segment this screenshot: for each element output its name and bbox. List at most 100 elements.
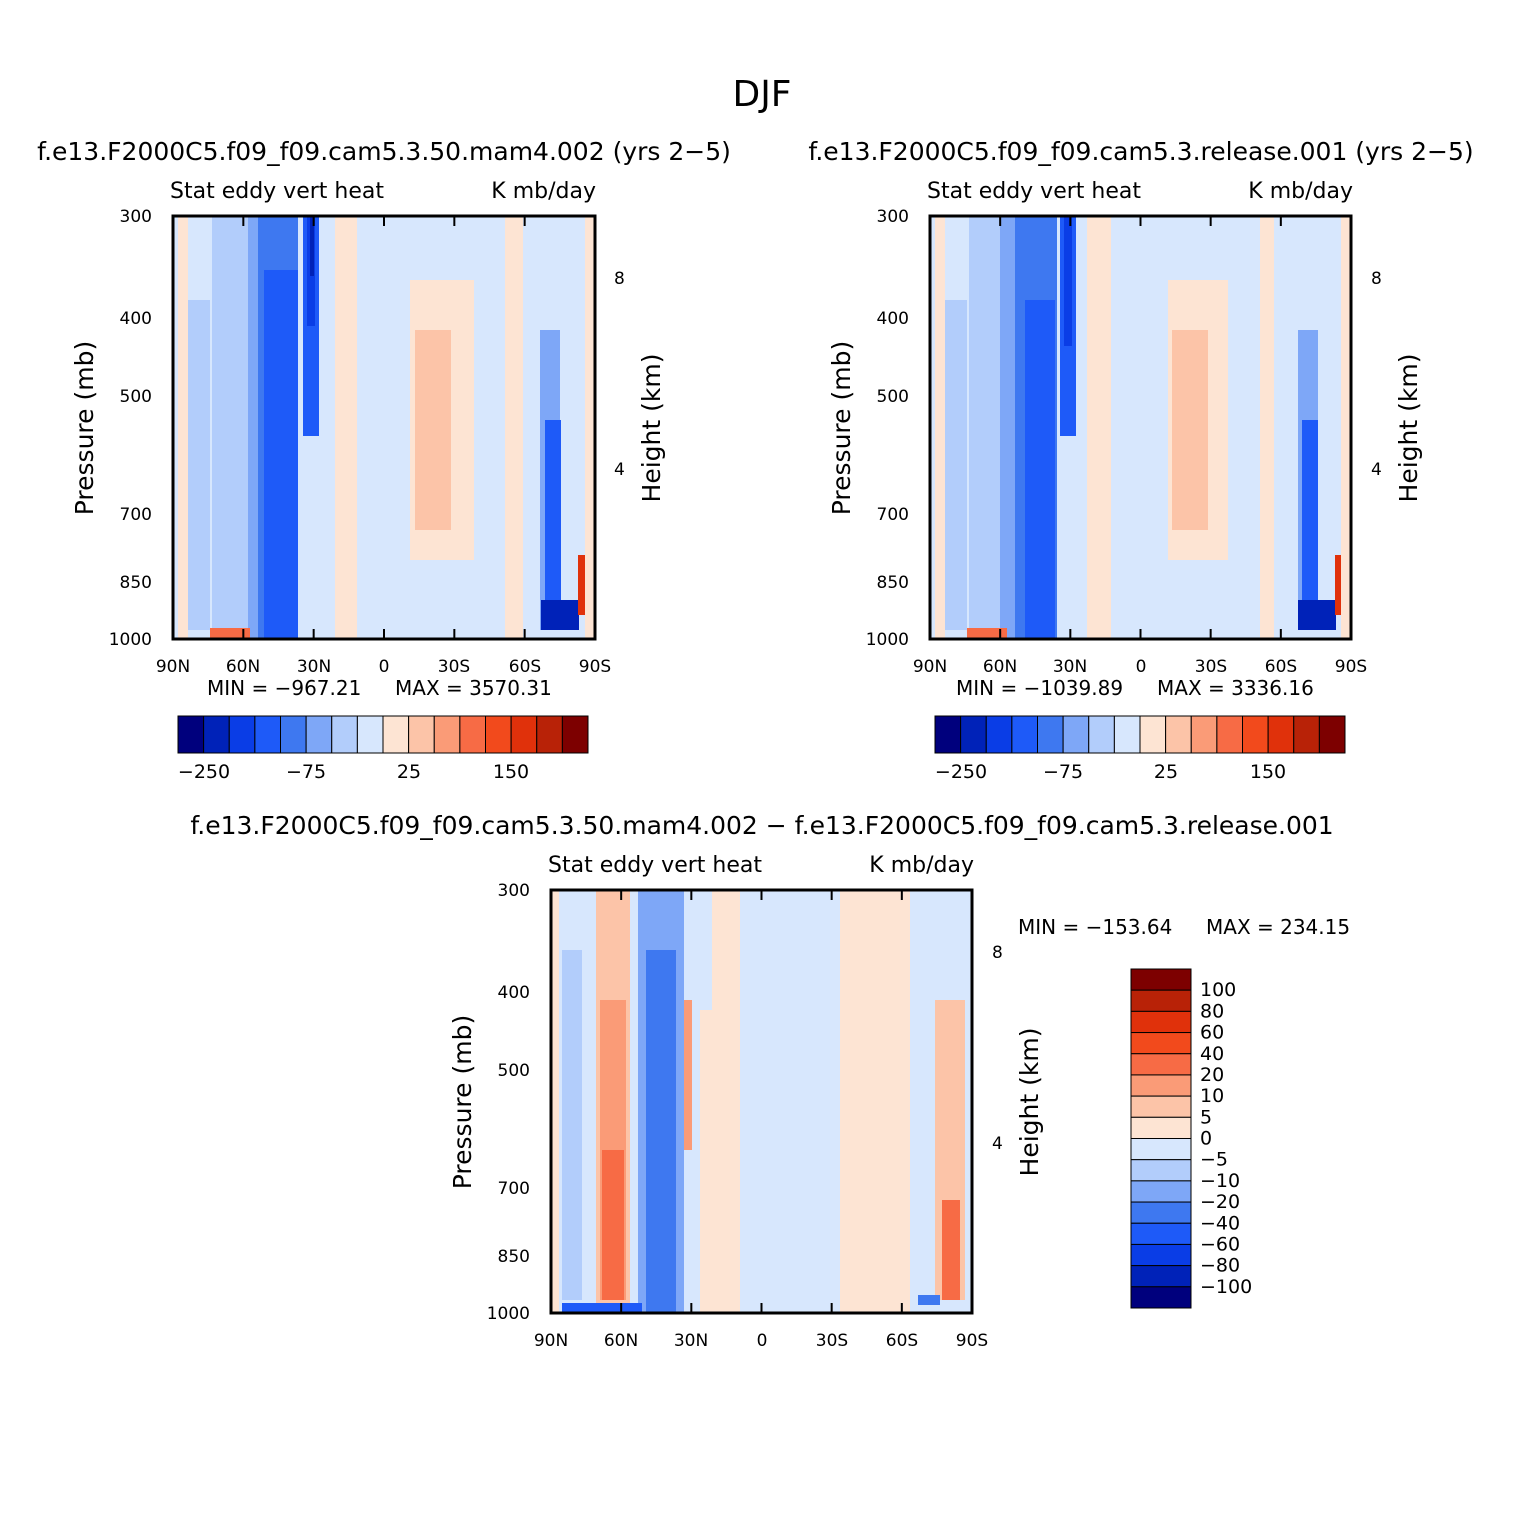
colorbar-box — [1130, 1222, 1192, 1245]
colorbar-box — [1130, 1074, 1192, 1097]
y-tick-label: 1000 — [487, 1304, 530, 1324]
colorbar-box — [1130, 1180, 1192, 1203]
x-tick-label: 60N — [983, 657, 1017, 677]
colorbar-label: −100 — [1200, 1276, 1252, 1298]
colorbar-box — [1130, 1201, 1192, 1224]
x-tick-label: 30S — [438, 657, 470, 677]
y-tick-label: 700 — [877, 505, 909, 525]
panel-1-title: f.e13.F2000C5.f09_f09.cam5.3.50.mam4.002… — [37, 137, 731, 166]
colorbar-label: −75 — [286, 761, 326, 783]
panel-1-min: MIN = −967.21 — [207, 676, 361, 700]
colorbar-label: 25 — [397, 761, 421, 783]
panel-2-ylabel: Pressure (mb) — [827, 341, 856, 515]
colorbar-box — [254, 715, 281, 754]
panel-2-y2label: Height (km) — [1394, 354, 1423, 503]
panel-1-y-ticks: 300 400 500 700 850 1000 — [109, 207, 152, 650]
colorbar-box — [1130, 1265, 1192, 1288]
colorbar-label: 60 — [1200, 1022, 1224, 1044]
colorbar-label: 0 — [1200, 1128, 1212, 1150]
y-tick-label: 400 — [120, 309, 152, 329]
panel-3-colorbar-boxes — [1130, 968, 1192, 1309]
x-tick-label: 30S — [1195, 657, 1227, 677]
x-tick-label: 90N — [534, 1331, 568, 1351]
colorbar-box — [536, 715, 563, 754]
panel-1-colorbar-boxes — [177, 715, 589, 754]
panel-2-y2-ticks: 8 4 — [1371, 269, 1382, 480]
colorbar-box — [331, 715, 358, 754]
axis-ticks — [172, 216, 596, 639]
colorbar-box — [1130, 1095, 1192, 1118]
colorbar-box — [356, 715, 384, 754]
y-tick-label: 400 — [877, 309, 909, 329]
y-tick-label: 1000 — [109, 630, 152, 650]
y-tick-label: 300 — [120, 207, 152, 227]
colorbar-box — [1088, 715, 1115, 754]
x-tick-label: 90S — [1335, 657, 1367, 677]
panel-1-ylabel: Pressure (mb) — [70, 341, 99, 515]
panel-3-x-ticks: 90N 60N 30N 0 30S 60S 90S — [534, 1331, 988, 1351]
panel-1-right-label: K mb/day — [491, 179, 596, 204]
y-tick-label: 700 — [498, 1179, 530, 1199]
panel-3-title: f.e13.F2000C5.f09_f09.cam5.3.50.mam4.002… — [190, 811, 1333, 840]
colorbar-label: 5 — [1200, 1106, 1212, 1128]
colorbar-label: 80 — [1200, 1000, 1224, 1022]
panel-1-y2-ticks: 8 4 — [614, 269, 625, 480]
colorbar-box — [1267, 715, 1295, 754]
colorbar-box — [1165, 715, 1192, 754]
colorbar-box — [985, 715, 1013, 754]
y2-tick-label: 8 — [614, 269, 625, 289]
colorbar-box — [1130, 1116, 1192, 1139]
panel-3-max: MAX = 234.15 — [1206, 915, 1350, 939]
y-tick-label: 300 — [498, 881, 530, 901]
y2-tick-label: 8 — [1371, 269, 1382, 289]
x-tick-label: 90S — [579, 657, 611, 677]
colorbar-label: 40 — [1200, 1043, 1224, 1065]
panel-1-x-ticks: 90N 60N 30N 0 30S 60S 90S — [156, 657, 611, 677]
x-tick-label: 0 — [757, 1331, 768, 1351]
panel-2-left-label: Stat eddy vert heat — [927, 179, 1141, 204]
panel-2-max: MAX = 3336.16 — [1157, 676, 1314, 700]
x-tick-label: 60S — [509, 657, 541, 677]
panel-1-plot-area — [171, 214, 597, 641]
x-tick-label: 30N — [674, 1331, 708, 1351]
x-tick-label: 90N — [156, 657, 190, 677]
colorbar-label: 150 — [493, 761, 529, 783]
y-tick-label: 850 — [120, 573, 152, 593]
colorbar-box — [1130, 1138, 1192, 1161]
colorbar-box — [1130, 1010, 1192, 1034]
panel-3-left-label: Stat eddy vert heat — [548, 853, 762, 878]
colorbar-box — [1113, 715, 1141, 754]
colorbar-box — [1062, 715, 1090, 754]
colorbar-label: −5 — [1200, 1149, 1228, 1171]
colorbar-label: −20 — [1200, 1191, 1240, 1213]
colorbar-box — [459, 715, 486, 754]
y2-tick-label: 4 — [614, 460, 625, 480]
colorbar-box — [433, 715, 461, 754]
panel-2-min: MIN = −1039.89 — [956, 676, 1123, 700]
x-tick-label: 0 — [379, 657, 390, 677]
panel-3-y-ticks: 300 400 500 700 850 1000 — [487, 881, 530, 1324]
colorbar-label: 10 — [1200, 1085, 1224, 1107]
y2-tick-label: 4 — [992, 1134, 1003, 1154]
panel-1: f.e13.F2000C5.f09_f09.cam5.3.50.mam4.002… — [37, 137, 731, 783]
panel-2-right-label: K mb/day — [1248, 179, 1353, 204]
colorbar-box — [1318, 715, 1346, 754]
colorbar-label: 150 — [1250, 761, 1286, 783]
colorbar-label: −250 — [935, 761, 987, 783]
colorbar-box — [280, 715, 307, 754]
panel-1-colorbar: −250 −75 25 150 — [177, 715, 589, 783]
x-tick-label: 0 — [1136, 657, 1147, 677]
panel-1-y2label: Height (km) — [637, 354, 666, 503]
x-tick-label: 90N — [913, 657, 947, 677]
y-tick-label: 300 — [877, 207, 909, 227]
x-tick-label: 30N — [1053, 657, 1087, 677]
y2-tick-label: 4 — [1371, 460, 1382, 480]
figure-title: DJF — [732, 74, 791, 115]
colorbar-box — [1130, 1159, 1192, 1182]
colorbar-box — [960, 715, 987, 754]
panel-3-right-label: K mb/day — [869, 853, 974, 878]
colorbar-label: −40 — [1200, 1212, 1240, 1234]
colorbar-box — [1130, 968, 1192, 991]
